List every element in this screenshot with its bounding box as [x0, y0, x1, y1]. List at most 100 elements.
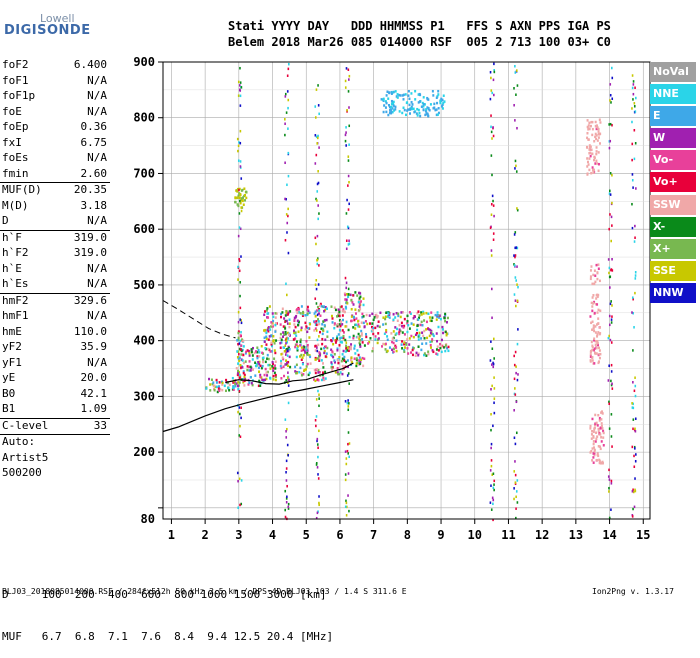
- echo-point: [390, 111, 393, 115]
- echo-point: [331, 317, 334, 320]
- echo-point: [597, 331, 600, 334]
- echo-point: [344, 79, 347, 83]
- echo-point: [345, 344, 348, 348]
- echo-point: [353, 357, 356, 360]
- echo-point: [239, 306, 242, 310]
- echo-point: [318, 404, 320, 408]
- echo-point: [345, 341, 348, 344]
- echo-point: [634, 236, 636, 239]
- echo-point: [593, 448, 596, 452]
- echo-point: [347, 174, 350, 178]
- echo-point: [598, 346, 601, 350]
- param-row: yF1 N/A: [0, 356, 110, 372]
- echo-point: [240, 209, 243, 213]
- echo-point: [382, 316, 385, 319]
- echo-point: [408, 337, 411, 340]
- echo-point: [287, 502, 290, 506]
- echo-point: [285, 353, 287, 356]
- echo-point: [403, 317, 406, 321]
- echo-point: [594, 132, 597, 136]
- echo-point: [417, 345, 420, 348]
- echo-point: [299, 355, 302, 358]
- echo-point: [284, 133, 286, 137]
- echo-point: [238, 257, 240, 261]
- echo-point: [336, 335, 339, 338]
- echo-point: [284, 330, 287, 334]
- echo-point: [301, 362, 304, 366]
- echo-point: [608, 275, 611, 279]
- echo-point: [406, 101, 409, 104]
- echo-point: [237, 234, 240, 238]
- echo-point: [326, 335, 329, 338]
- echo-point: [416, 328, 419, 332]
- echo-point: [237, 194, 240, 198]
- echo-point: [489, 97, 492, 101]
- echo-point: [432, 350, 435, 354]
- param-row: foEs N/A: [0, 151, 110, 167]
- echo-point: [422, 312, 425, 315]
- echo-point: [422, 96, 425, 99]
- param-name: h`F2: [2, 246, 29, 259]
- echo-point: [282, 357, 285, 361]
- echo-point: [394, 326, 397, 329]
- echo-point: [347, 399, 349, 402]
- echo-point: [249, 369, 252, 372]
- echo-point: [315, 302, 318, 305]
- echo-point: [305, 365, 308, 368]
- echo-point: [235, 367, 238, 370]
- echo-point: [598, 445, 601, 448]
- echo-point: [238, 356, 241, 359]
- param-row: MUF(D) 20.35: [0, 183, 110, 199]
- echo-point: [592, 461, 595, 464]
- autoscaled-trace: [225, 362, 354, 385]
- echo-point: [356, 294, 359, 297]
- param-row: hmE 110.0: [0, 325, 110, 341]
- echo-point: [591, 305, 594, 308]
- echo-point: [263, 310, 266, 313]
- echo-point: [513, 363, 516, 367]
- echo-point: [243, 375, 246, 379]
- echo-point: [345, 281, 348, 285]
- echo-point: [611, 382, 613, 386]
- echo-point: [213, 384, 216, 388]
- echo-point: [355, 364, 358, 368]
- echo-point: [237, 331, 240, 335]
- echo-point: [596, 335, 599, 338]
- echo-point: [239, 503, 241, 507]
- echo-point: [315, 320, 318, 323]
- echo-point: [350, 315, 353, 318]
- echo-point: [287, 401, 290, 405]
- param-value: N/A: [87, 151, 107, 164]
- echo-point: [344, 293, 347, 297]
- echo-point: [211, 382, 214, 386]
- echo-point: [422, 108, 425, 112]
- param-name: h`Es: [2, 277, 29, 290]
- echo-point: [248, 352, 251, 355]
- echo-point: [304, 321, 307, 325]
- echo-point: [597, 413, 600, 417]
- echo-point: [285, 430, 287, 433]
- divider: [0, 182, 110, 183]
- echo-point: [318, 304, 321, 307]
- electron-density-profile: [162, 379, 354, 433]
- echo-point: [239, 424, 241, 428]
- echo-point: [514, 246, 517, 250]
- echo-point: [263, 329, 266, 332]
- echo-point: [286, 361, 289, 365]
- echo-point: [342, 349, 345, 353]
- echo-point: [635, 96, 637, 100]
- echo-point: [330, 366, 333, 369]
- echo-point: [344, 276, 347, 280]
- echo-point: [602, 444, 605, 447]
- echo-point: [492, 126, 494, 129]
- echo-point: [490, 412, 492, 416]
- echo-point: [286, 376, 289, 379]
- echo-point: [600, 418, 603, 421]
- echo-point: [387, 315, 390, 318]
- echo-point: [319, 302, 322, 306]
- param-row: D N/A: [0, 214, 110, 230]
- echo-point: [394, 90, 397, 93]
- echo-point: [411, 348, 414, 352]
- echo-point: [390, 102, 393, 106]
- echo-point: [355, 357, 358, 360]
